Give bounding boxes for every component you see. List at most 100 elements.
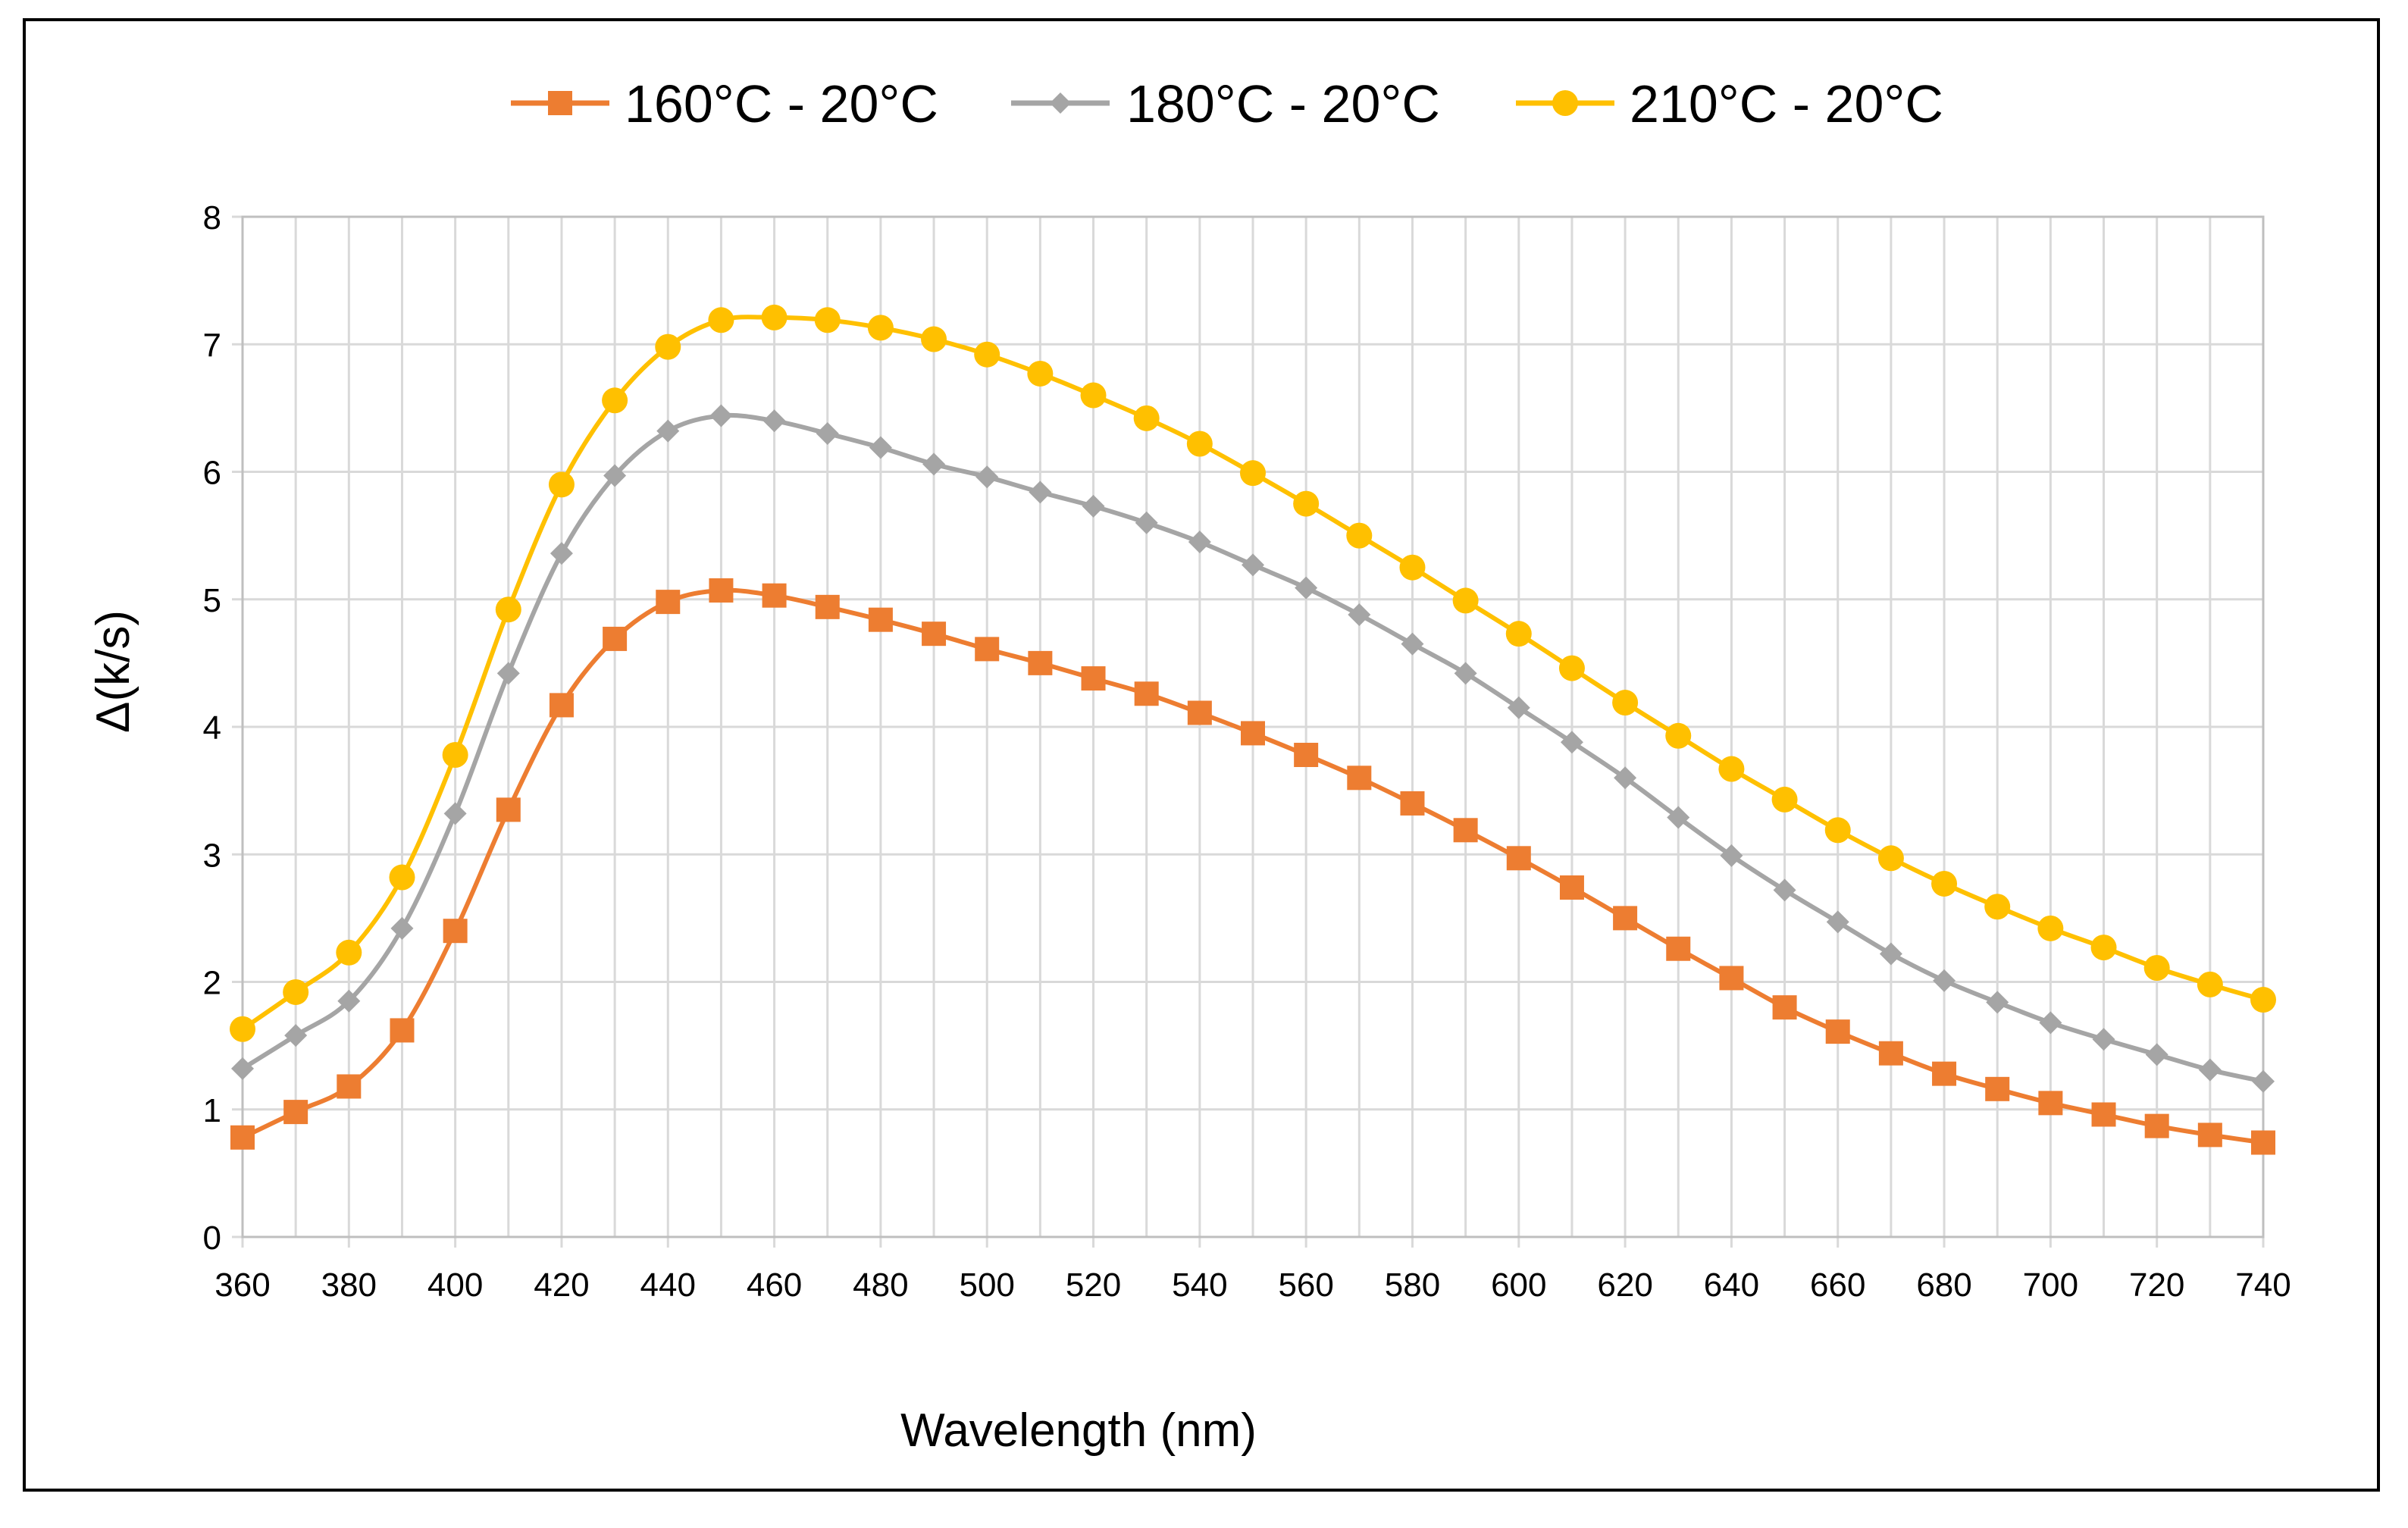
data-point (815, 594, 840, 619)
data-point (1454, 662, 1477, 685)
data-point (443, 919, 468, 944)
data-point (2092, 1028, 2115, 1051)
x-axis-title: Wavelength (nm) (900, 1404, 1257, 1457)
data-point (1614, 766, 1637, 790)
chart-frame: 360 380 400 420 440 460 480 500 520 540 560 580 600 6… (23, 18, 2380, 1492)
data-point (1877, 845, 1904, 872)
data-point (390, 916, 414, 940)
x-tick-label: 700 (2023, 1267, 2078, 1304)
y-tick-label: 6 (203, 455, 221, 492)
data-point (283, 978, 309, 1005)
data-point (1560, 731, 1583, 754)
data-point (2145, 1043, 2168, 1066)
data-point (1613, 906, 1638, 931)
x-tick-label: 540 (1172, 1267, 1227, 1304)
legend-item-2: 210°C - 20°C (1516, 74, 1943, 133)
data-point (1720, 844, 1743, 867)
x-tick-label: 720 (2129, 1267, 2184, 1304)
data-point (1453, 818, 1478, 843)
data-point (656, 419, 680, 443)
data-point (2198, 1058, 2222, 1082)
data-point (496, 662, 520, 685)
data-point (2251, 1130, 2275, 1155)
data-point (1401, 632, 1424, 656)
data-point (2252, 1069, 2275, 1093)
data-point (1400, 791, 1425, 816)
legend-label: 210°C - 20°C (1630, 74, 1943, 133)
data-point (337, 1074, 362, 1099)
data-point (975, 465, 999, 489)
data-point (762, 583, 787, 608)
data-point (1188, 531, 1211, 554)
x-tick-label: 360 (214, 1267, 270, 1304)
data-point (869, 436, 892, 459)
x-tick-label: 520 (1066, 1267, 1121, 1304)
x-tick-label: 680 (1916, 1267, 1971, 1304)
data-point (1984, 894, 2011, 920)
data-point (1347, 766, 1372, 791)
data-point (442, 742, 468, 769)
data-point (709, 404, 733, 427)
data-point (1667, 806, 1690, 829)
data-point (1029, 481, 1052, 504)
x-tick-label: 420 (534, 1267, 589, 1304)
data-point (761, 304, 788, 330)
data-point (1399, 554, 1426, 581)
x-tick-label: 560 (1278, 1267, 1333, 1304)
data-point (2250, 987, 2276, 1013)
data-point (762, 409, 786, 433)
y-tick-label: 2 (203, 965, 221, 1002)
data-point (921, 326, 947, 352)
y-tick-label: 0 (203, 1220, 221, 1257)
data-point (1452, 587, 1479, 614)
data-point (231, 1057, 254, 1080)
y-tick-label: 3 (203, 837, 221, 874)
data-point (1559, 875, 1584, 900)
data-point (1346, 522, 1373, 549)
legend-marker (1552, 90, 1578, 116)
data-point (922, 622, 947, 647)
legend-marker (548, 91, 572, 115)
data-point (975, 637, 1000, 662)
data-point (603, 464, 627, 487)
y-axis-title: Δ(k/s) (87, 610, 139, 733)
data-point (548, 471, 575, 498)
data-point (1985, 1076, 2010, 1101)
data-point (1666, 936, 1691, 961)
x-tick-label: 380 (321, 1267, 377, 1304)
data-point (708, 307, 734, 333)
data-point (602, 387, 628, 414)
data-point (495, 596, 521, 623)
data-point (656, 590, 681, 615)
data-point (1879, 942, 1902, 966)
data-point (230, 1125, 255, 1150)
y-tick-label: 8 (203, 199, 221, 236)
data-point (496, 797, 521, 822)
data-point (1505, 621, 1532, 647)
data-point (1241, 721, 1265, 746)
series-layer (230, 304, 2276, 1155)
x-tick-label: 660 (1810, 1267, 1865, 1304)
plot-area-border (241, 215, 2265, 1238)
data-point (1080, 382, 1107, 409)
data-point (1986, 991, 2009, 1014)
data-point (1295, 576, 1318, 600)
data-point (283, 1100, 308, 1125)
legend-label: 160°C - 20°C (625, 74, 938, 133)
data-point (443, 802, 467, 825)
x-tick-label: 740 (2235, 1267, 2291, 1304)
data-point (1506, 846, 1531, 871)
data-point (1612, 690, 1639, 716)
data-point (2037, 915, 2064, 941)
data-point (814, 307, 841, 333)
x-tick-label: 580 (1385, 1267, 1440, 1304)
data-point (1933, 969, 1956, 992)
data-point (1773, 878, 1796, 902)
data-point (709, 578, 734, 603)
y-tick-label: 4 (203, 709, 221, 747)
data-point (1133, 405, 1160, 431)
data-point (2197, 1123, 2222, 1148)
data-point (2143, 954, 2170, 981)
data-point (1186, 431, 1213, 457)
data-point (1718, 756, 1745, 782)
